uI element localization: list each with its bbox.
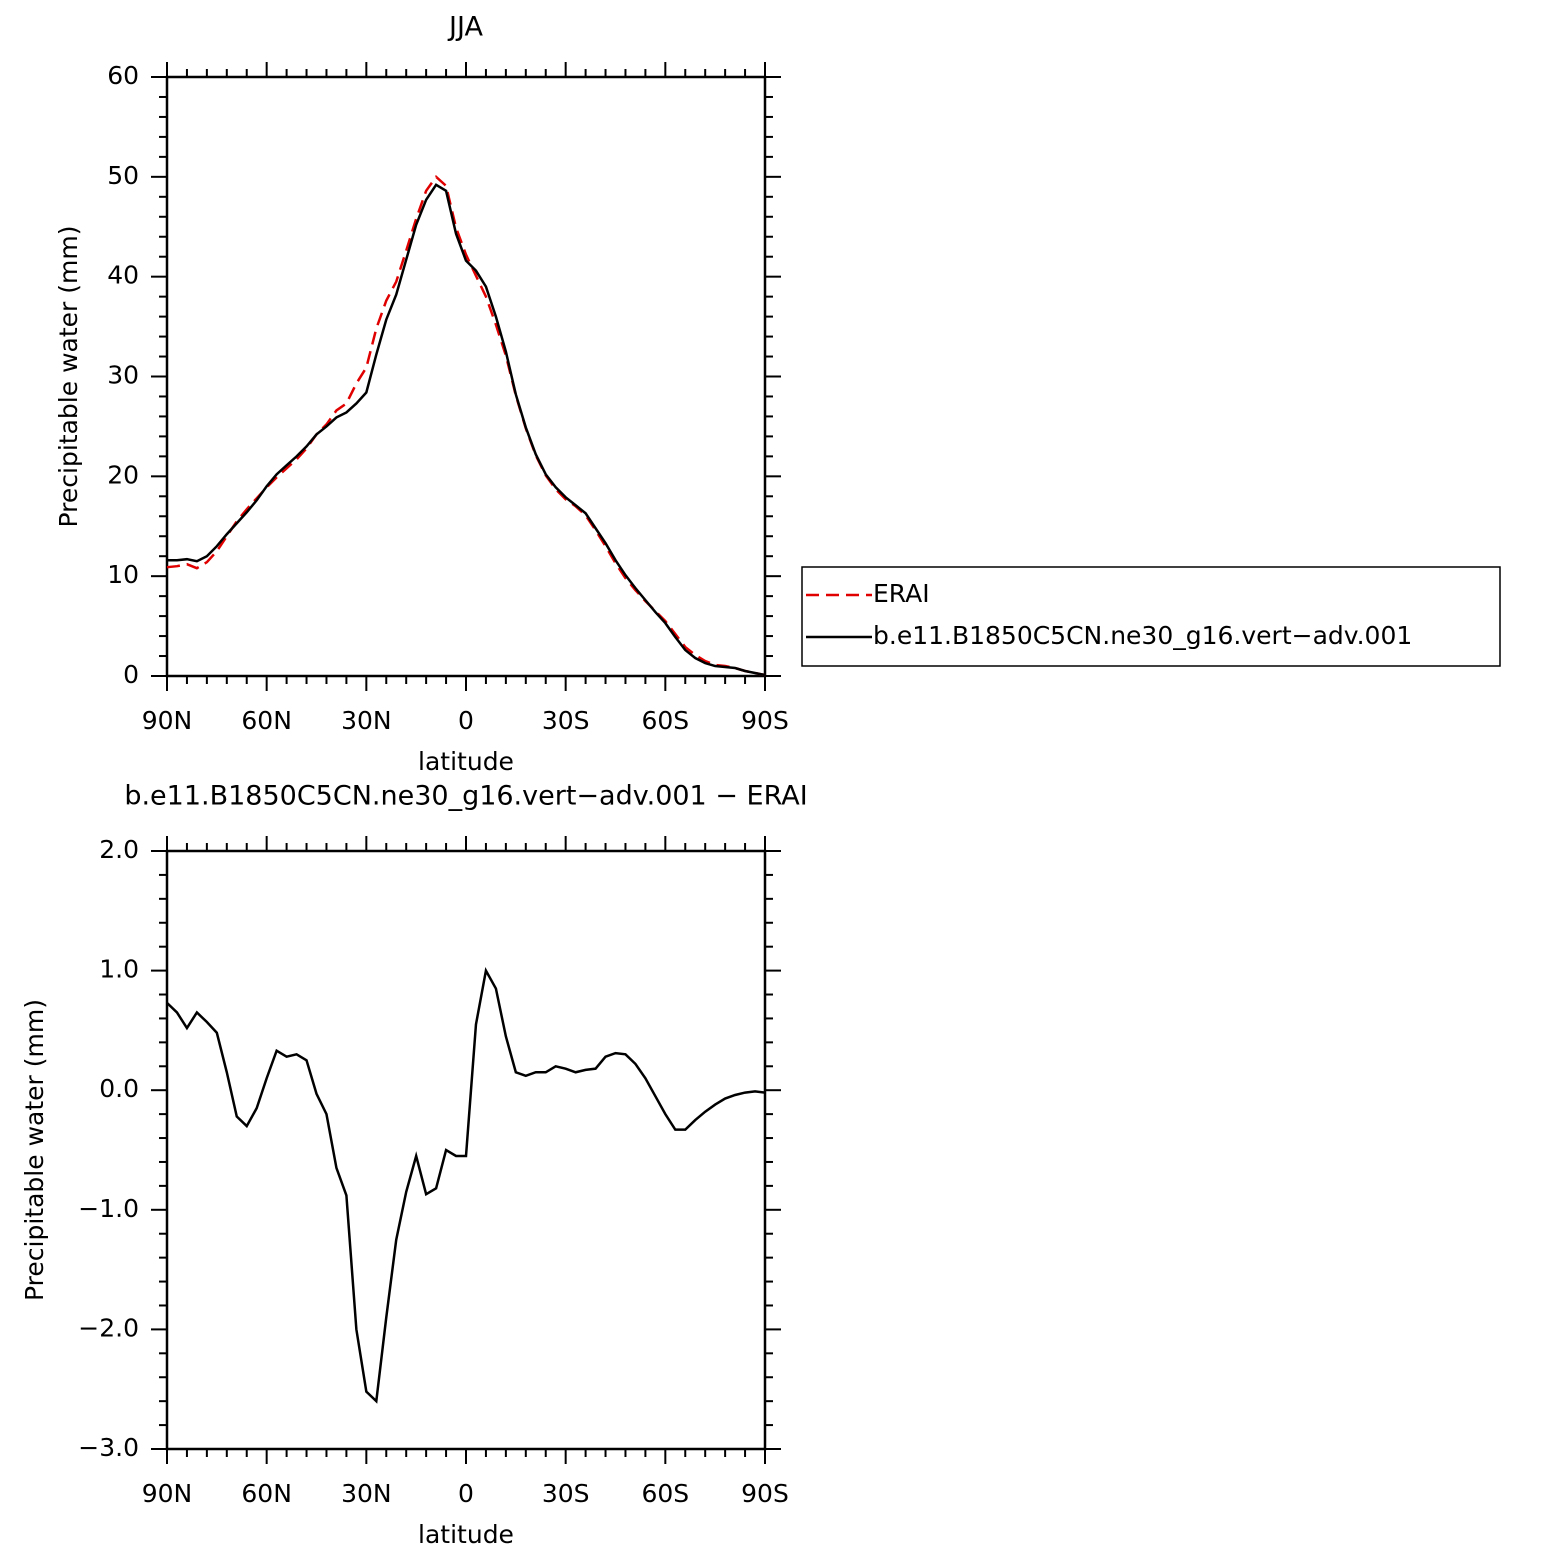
x-tick-label: 90N [142, 706, 193, 735]
y-axis-label: Precipitable water (mm) [20, 999, 49, 1301]
y-tick-label: 0.0 [99, 1074, 139, 1103]
x-tick-label: 30N [341, 706, 392, 735]
x-tick-label: 60S [641, 1479, 689, 1508]
legend-box [801, 566, 1501, 667]
plot-frame [165, 75, 767, 678]
y-tick-label: −1.0 [78, 1194, 139, 1223]
x-tick-label: 30S [542, 706, 590, 735]
y-tick-label: −2.0 [78, 1313, 139, 1342]
x-tick-label: 0 [458, 706, 474, 735]
y-axis-label: Precipitable water (mm) [54, 226, 83, 528]
x-tick-label: 30S [542, 1479, 590, 1508]
y-tick-label: 50 [107, 161, 139, 190]
data-line [167, 183, 766, 677]
data-line [166, 966, 766, 1404]
x-tick-label: 90S [741, 706, 789, 735]
x-axis-label: latitude [418, 747, 514, 776]
x-tick-label: 0 [458, 1479, 474, 1508]
plot-frame [165, 849, 767, 1451]
x-tick-label: 30N [341, 1479, 392, 1508]
y-tick-label: −3.0 [78, 1433, 139, 1462]
legend-label: ERAI [873, 579, 930, 608]
y-tick-label: 30 [107, 361, 139, 390]
y-tick-label: 1.0 [99, 955, 139, 984]
y-tick-label: 60 [107, 61, 139, 90]
x-tick-label: 90N [142, 1479, 193, 1508]
x-tick-label: 60N [241, 706, 292, 735]
data-line [166, 174, 766, 677]
chart-title: b.e11.B1850C5CN.ne30_g16.vert−adv.001 − … [124, 781, 807, 812]
x-tick-label: 60S [641, 706, 689, 735]
x-axis-label: latitude [418, 1520, 514, 1549]
y-tick-label: 20 [107, 460, 139, 489]
y-tick-label: 40 [107, 261, 139, 290]
y-tick-label: 10 [107, 560, 139, 589]
y-tick-label: 0 [123, 660, 139, 689]
x-tick-label: 60N [241, 1479, 292, 1508]
x-tick-label: 90S [741, 1479, 789, 1508]
y-tick-label: 2.0 [99, 835, 139, 864]
legend-label: b.e11.B1850C5CN.ne30_g16.vert−adv.001 [873, 621, 1412, 650]
chart-title: JJA [447, 12, 483, 43]
